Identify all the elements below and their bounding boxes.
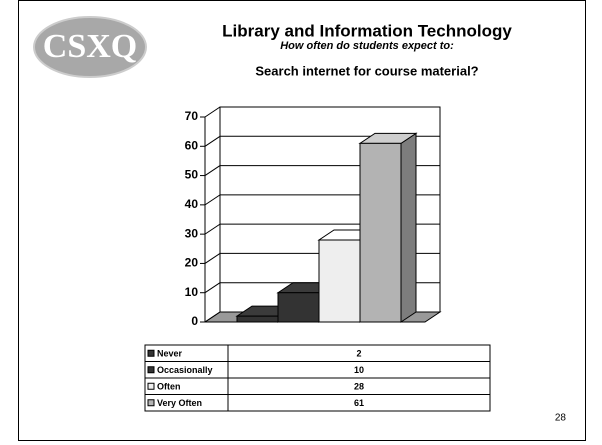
tick-diagonal [204,106,221,118]
y-tick-label: 60 [185,138,199,152]
logo-text: CSXQ [43,28,137,65]
tick-diagonal [204,253,221,264]
plot: 0 10 20 30 40 50 60 70 [185,106,442,328]
tick-diagonal [204,282,221,294]
slide-subtitle: How often do students expect to: [280,40,454,52]
data-table: Never 2 Occasionally 10 Often 28 Very Often 61 [144,344,491,412]
legend-swatch [147,349,155,357]
slide-title: Library and Information Technology [222,21,512,40]
legend-label: Very Often [157,398,202,408]
legend-label: Often [157,382,181,392]
y-tick-label: 50 [185,168,199,182]
legend-swatch [147,366,155,374]
y-tick-label: 30 [185,226,199,240]
bar-side [400,132,417,323]
tick-diagonal [204,223,221,235]
legend-label: Never [157,349,183,359]
bar [359,142,402,323]
tick-diagonal [204,194,221,206]
table-value: 2 [356,349,361,359]
y-tick-label: 0 [191,314,198,328]
page-number: 28 [555,413,567,424]
bar [318,239,361,323]
tick-diagonal [204,165,221,176]
legend-swatch [147,382,155,390]
y-tick-label: 70 [185,109,199,123]
table-cell [227,394,491,412]
table-value: 28 [354,382,364,392]
tick-diagonal [204,311,221,323]
bar [236,315,279,323]
y-tick-label: 40 [185,197,199,211]
legend-swatch [147,399,155,407]
bar [277,292,320,323]
table-value: 61 [354,398,364,408]
legend-label: Occasionally [157,365,213,375]
y-tick-label: 10 [185,285,199,299]
y-tick-label: 20 [185,256,199,270]
tick-diagonal [204,135,221,147]
table-value: 10 [354,365,364,375]
chart-title: Search internet for course material? [255,63,478,78]
logo-badge [33,16,147,78]
